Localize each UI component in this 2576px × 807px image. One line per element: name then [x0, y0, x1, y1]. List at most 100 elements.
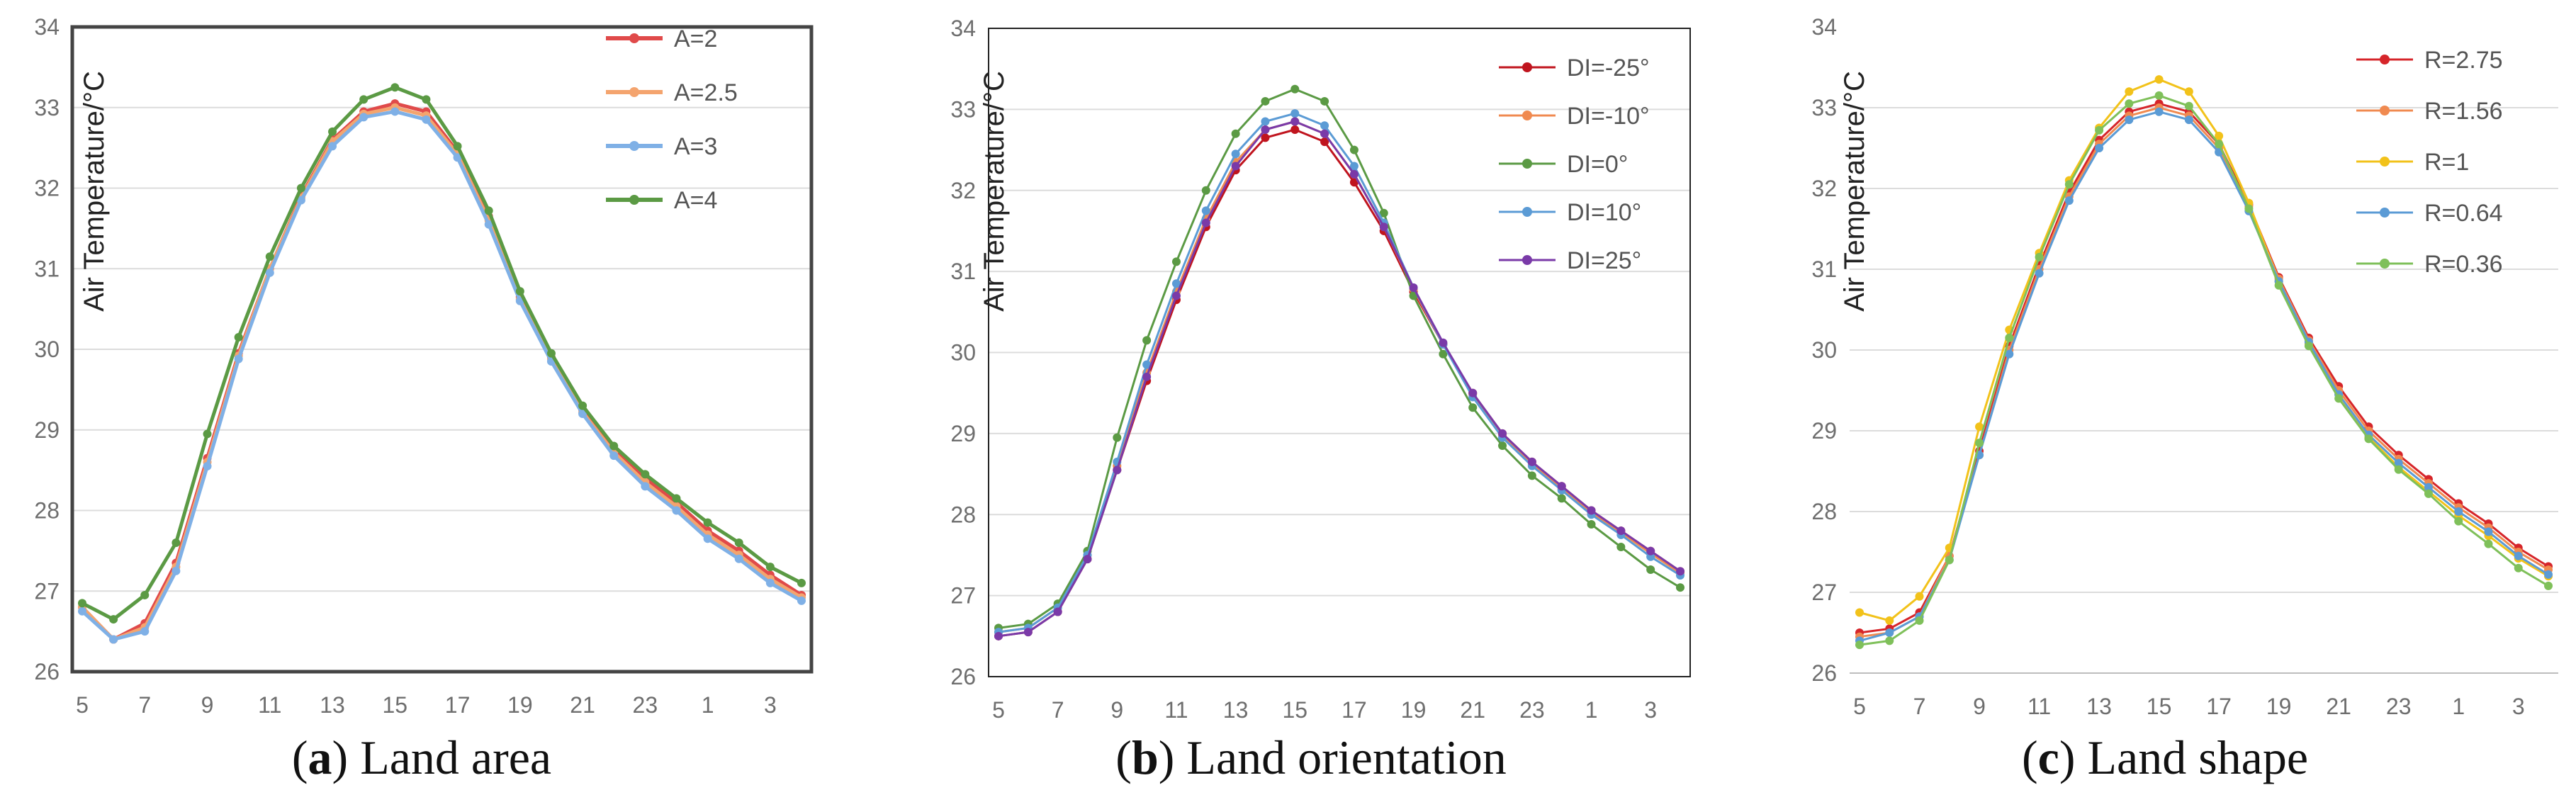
x-tick-label: 11 — [1164, 697, 1188, 723]
data-point — [2184, 101, 2193, 111]
data-point — [1142, 372, 1152, 381]
data-point — [1349, 169, 1359, 179]
caption-land-orientation: (b) Land orientation — [1115, 730, 1507, 784]
x-tick-label: 23 — [633, 692, 658, 718]
legend-swatch-marker — [629, 141, 639, 151]
legend-entry: R=1.56 — [2356, 98, 2503, 125]
data-point — [2454, 507, 2463, 516]
legend-label: R=1.56 — [2424, 98, 2503, 125]
series-line — [998, 120, 1681, 638]
legend-label: A=4 — [674, 187, 717, 214]
data-point — [1201, 186, 1210, 195]
data-point — [359, 95, 369, 104]
legend-swatch-marker — [1522, 255, 1532, 265]
y-tick-label: 27 — [1811, 580, 1837, 605]
y-tick-label: 33 — [34, 95, 60, 120]
data-point — [109, 615, 118, 624]
legend-entry: R=1 — [2356, 149, 2469, 176]
data-point — [2184, 115, 2193, 125]
data-point — [2154, 107, 2164, 116]
data-point — [1261, 133, 1270, 142]
data-point — [328, 127, 337, 136]
data-point — [2334, 394, 2344, 403]
data-point — [1349, 145, 1359, 154]
data-point — [1527, 457, 1536, 466]
legend-label: DI=25° — [1567, 247, 1641, 274]
data-point — [1409, 283, 1418, 292]
x-tick-label: 19 — [507, 692, 533, 718]
legend-entry: A=2.5 — [606, 79, 738, 106]
y-tick-label: 28 — [34, 498, 60, 524]
data-point — [546, 349, 556, 358]
data-point — [1083, 555, 1092, 564]
y-tick-label: 34 — [34, 14, 60, 40]
data-point — [140, 590, 150, 599]
data-point — [1320, 96, 1329, 106]
data-point — [765, 578, 775, 587]
data-point — [484, 206, 493, 215]
x-tick-label: 23 — [2386, 694, 2412, 719]
legend-swatch-marker — [2380, 55, 2390, 64]
x-tick-label: 1 — [2452, 694, 2465, 719]
legend-entry: DI=-25° — [1499, 55, 1650, 81]
data-point — [2304, 342, 2313, 351]
plot-frame — [988, 28, 1691, 677]
series-line — [998, 88, 1681, 629]
legend-swatch-marker — [1522, 111, 1532, 120]
data-point — [2394, 465, 2403, 474]
data-point — [1498, 441, 1507, 451]
y-tick-label: 27 — [950, 583, 976, 609]
data-point — [1023, 628, 1033, 637]
series-R=2.75 — [1855, 99, 2553, 637]
legend-label: A=3 — [674, 133, 717, 160]
legend-entry: DI=10° — [1499, 199, 1641, 226]
x-tick-label: 21 — [570, 692, 595, 718]
data-point — [1885, 616, 1894, 625]
y-tick-label: 28 — [950, 502, 976, 527]
data-point — [2035, 269, 2044, 278]
data-point — [171, 538, 181, 547]
x-tick-label: 5 — [76, 692, 89, 718]
data-point — [390, 107, 400, 116]
x-tick-label: 9 — [201, 692, 214, 718]
data-point — [1320, 121, 1329, 130]
series-line — [1859, 102, 2549, 634]
legend-swatch-marker — [2380, 208, 2390, 218]
x-tick-label: 9 — [1973, 694, 1986, 719]
legend-label: R=0.64 — [2424, 200, 2503, 227]
data-point — [2514, 551, 2523, 560]
data-point — [265, 252, 274, 261]
data-point — [994, 631, 1003, 640]
data-point — [2544, 570, 2553, 579]
x-tick-label: 19 — [2266, 694, 2292, 719]
data-point — [234, 332, 243, 342]
data-point — [2274, 281, 2283, 290]
legend-label: A=2 — [674, 26, 717, 52]
legend-label: R=1 — [2424, 149, 2469, 176]
x-tick-label: 5 — [992, 697, 1005, 723]
data-point — [1379, 208, 1388, 218]
legend-entry: DI=25° — [1499, 247, 1641, 274]
data-point — [1945, 555, 1954, 565]
data-point — [328, 142, 337, 151]
caption-land-shape: (c) Land shape — [2021, 730, 2309, 784]
series-line — [1859, 106, 2549, 638]
data-point — [1261, 125, 1270, 134]
data-point — [797, 578, 806, 587]
legend-swatch-marker — [1522, 207, 1532, 217]
legend-swatch-marker — [1522, 62, 1532, 72]
data-point — [296, 184, 305, 193]
data-point — [422, 95, 431, 104]
legend-label: A=2.5 — [674, 79, 738, 106]
series-line — [1859, 94, 2549, 646]
data-point — [1498, 429, 1507, 438]
x-tick-label: 13 — [1223, 697, 1249, 723]
data-point — [359, 113, 369, 122]
data-point — [140, 627, 150, 636]
caption-label: Land area — [348, 730, 552, 784]
data-point — [422, 115, 431, 124]
y-tick-label: 30 — [34, 337, 60, 362]
data-point — [1915, 616, 1924, 625]
